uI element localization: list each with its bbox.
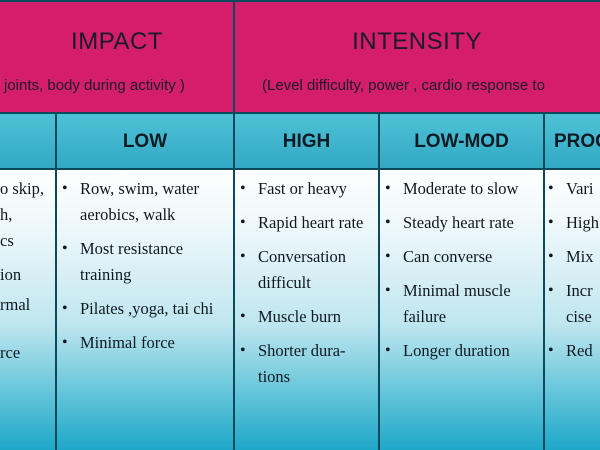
list-item: Row, swim, water aerobics, walk <box>58 176 228 228</box>
col-body-impact-partial: o skip, h, cs ion rmal rce <box>0 169 56 450</box>
grid-line-v2 <box>233 0 235 450</box>
list-item: Fast or heavy <box>236 176 376 202</box>
list-item: Minimal force <box>58 330 228 356</box>
list-item: ion <box>0 262 56 288</box>
impact-subtitle: joints, body during activity ) <box>4 77 185 94</box>
list-item: Shorter dura-tions <box>236 338 376 390</box>
col-header-impact-partial <box>0 113 56 169</box>
grid-line-v3 <box>378 113 380 450</box>
col-body-progressive: Vari High Mix Incr cise Red <box>544 169 600 450</box>
list-item: Most resistance training <box>58 236 228 288</box>
list-item: Can converse <box>381 244 541 270</box>
col-body-low: Row, swim, water aerobics, walk Most res… <box>56 169 234 450</box>
list-item: cs <box>0 228 56 254</box>
list-item: Pilates ,yoga, tai chi <box>58 296 228 322</box>
intensity-title: INTENSITY <box>352 28 482 55</box>
col-body-high: Fast or heavy Rapid heart rate Conversat… <box>234 169 379 450</box>
col-header-label: LOW-MOD <box>414 131 509 152</box>
col-header-progressive: PROG <box>544 113 600 169</box>
list-item: Moderate to slow <box>381 176 541 202</box>
list-item: h, <box>0 202 56 228</box>
col-header-label: PROG <box>554 131 600 152</box>
grid-line-v1 <box>55 113 57 450</box>
grid-line-v4 <box>543 113 545 450</box>
impact-title: IMPACT <box>71 28 163 55</box>
list-item: Longer duration <box>381 338 541 364</box>
list-item: rce <box>0 340 56 366</box>
col-header-label: LOW <box>122 131 168 152</box>
grid-line-top <box>0 0 600 2</box>
item-list: Fast or heavy Rapid heart rate Conversat… <box>236 176 376 398</box>
list-item: Minimal muscle failure <box>381 278 541 330</box>
impact-header: IMPACT joints, body during activity ) <box>0 0 234 113</box>
list-item: o skip, <box>0 176 56 202</box>
list-item: Rapid heart rate <box>236 210 376 236</box>
list-item: Red <box>544 338 600 364</box>
list-item: Conversation difficult <box>236 244 376 296</box>
col-header-low-mod: LOW-MOD <box>379 113 544 169</box>
grid-line-header <box>0 112 600 114</box>
item-list: o skip, h, cs ion rmal rce <box>0 176 56 374</box>
list-item: Steady heart rate <box>381 210 541 236</box>
intensity-header: INTENSITY (Level difficulty, power , car… <box>234 0 600 113</box>
list-item: Mix <box>544 244 600 270</box>
grid-line-colhead <box>0 168 600 170</box>
item-list: Moderate to slow Steady heart rate Can c… <box>381 176 541 372</box>
item-list: Vari High Mix Incr cise Red <box>544 176 600 372</box>
col-header-label: HIGH <box>282 131 331 152</box>
list-item: High <box>544 210 600 236</box>
col-header-high: HIGH <box>234 113 379 169</box>
list-item: Muscle burn <box>236 304 376 330</box>
col-header-low: LOW <box>56 113 234 169</box>
list-item: Vari <box>544 176 600 202</box>
intensity-subtitle: (Level difficulty, power , cardio respon… <box>262 77 545 94</box>
col-body-low-mod: Moderate to slow Steady heart rate Can c… <box>379 169 544 450</box>
item-list: Row, swim, water aerobics, walk Most res… <box>58 176 228 364</box>
list-item: Incr cise <box>544 278 600 330</box>
list-item: rmal <box>0 292 56 318</box>
